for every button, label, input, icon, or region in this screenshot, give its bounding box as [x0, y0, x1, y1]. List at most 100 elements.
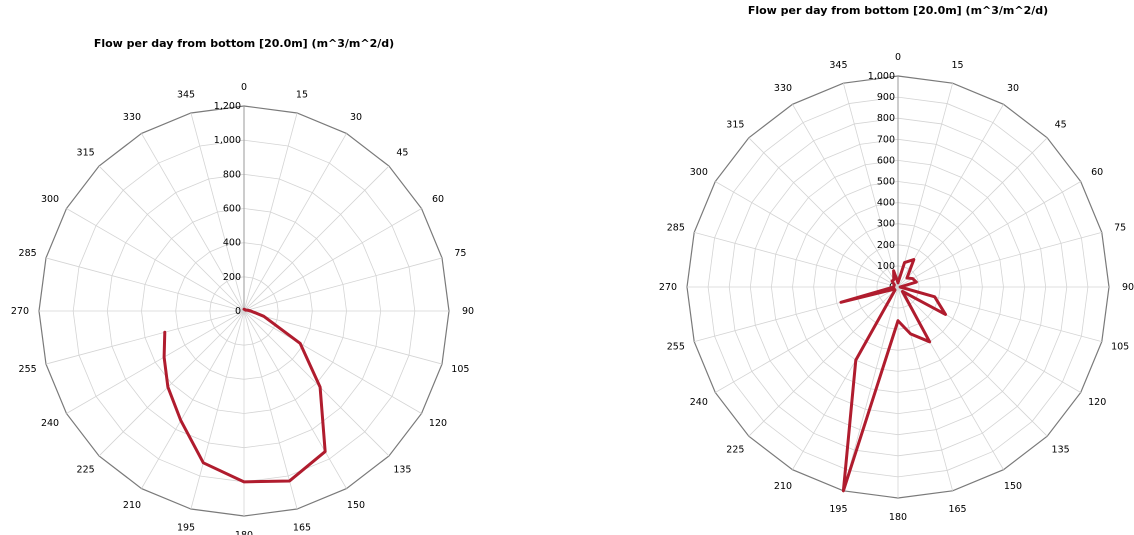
series-line [162, 307, 327, 484]
grid-spoke [897, 286, 1048, 437]
grid-spoke [66, 310, 245, 414]
radial-tick-label: 1,000 [868, 71, 895, 82]
grid-spoke [243, 310, 298, 510]
grid-spoke [141, 310, 245, 489]
grid-spoke [715, 181, 899, 288]
grid-spoke [243, 165, 390, 312]
grid-spoke [45, 310, 245, 365]
grid-spoke [897, 232, 1102, 288]
angle-tick-label: 120 [429, 418, 447, 429]
radial-tick-label: 1,000 [214, 135, 241, 146]
angle-tick-label: 315 [77, 148, 95, 159]
radial-tick-label: 200 [877, 240, 895, 251]
radial-tick-label: 600 [223, 204, 241, 215]
grid-spoke [190, 310, 245, 510]
angle-tick-label: 270 [659, 282, 677, 293]
angle-tick-label: 225 [726, 445, 744, 456]
angle-tick-label: 165 [948, 504, 966, 515]
chart-title: Flow per day from bottom [20.0m] (m^3/m^… [94, 37, 394, 50]
angle-tick-label: 255 [19, 364, 37, 375]
angle-tick-label: 75 [454, 248, 466, 259]
angle-tick-label: 45 [396, 148, 408, 159]
angle-tick-label: 45 [1055, 119, 1067, 130]
radial-tick-label: 600 [877, 155, 895, 166]
angle-tick-label: 135 [1052, 445, 1070, 456]
series-line [839, 258, 948, 493]
angle-tick-label: 300 [690, 167, 708, 178]
angle-tick-label: 240 [41, 418, 59, 429]
angle-tick-label: 195 [177, 522, 195, 533]
radial-tick-label: 1,200 [214, 101, 241, 112]
grid-spoke [843, 286, 899, 491]
grid-spoke [66, 208, 245, 312]
angle-tick-label: 225 [77, 464, 95, 475]
grid-spoke [243, 310, 422, 414]
radial-tick-label: 800 [223, 169, 241, 180]
chart-title: Flow per day from bottom [20.0m] (m^3/m^… [748, 4, 1048, 17]
radial-tick-label: 0 [235, 306, 241, 317]
angle-tick-label: 15 [951, 60, 963, 71]
angle-tick-label: 285 [19, 248, 37, 259]
angle-tick-label: 345 [177, 90, 195, 101]
angle-tick-label: 90 [1122, 282, 1134, 293]
grid-spoke [897, 181, 1081, 288]
grid-spoke [45, 257, 245, 312]
radial-tick-label: 800 [877, 113, 895, 124]
angle-tick-label: 105 [451, 364, 469, 375]
angle-tick-label: 345 [829, 60, 847, 71]
grid-spoke [243, 208, 422, 312]
angle-tick-label: 60 [1091, 167, 1103, 178]
polar-chart-right-svg: Flow per day from bottom [20.0m] (m^3/m^… [659, 4, 1134, 523]
angle-tick-label: 30 [350, 112, 362, 123]
angle-tick-label: 150 [347, 500, 365, 511]
grid-spoke [715, 286, 899, 393]
angle-tick-label: 90 [462, 306, 474, 317]
angle-tick-label: 0 [895, 52, 901, 63]
grid-spoke [243, 133, 347, 312]
grid-spoke [243, 112, 298, 312]
grid-spoke [141, 133, 245, 312]
polar-chart-left: Flow per day from bottom [20.0m] (m^3/m^… [11, 37, 474, 535]
angle-tick-label: 15 [296, 90, 308, 101]
angle-tick-label: 180 [889, 512, 907, 523]
radial-tick-label: 400 [877, 198, 895, 209]
grid-spoke [748, 137, 899, 288]
grid-spoke [694, 232, 899, 288]
grid-spoke [897, 104, 1004, 288]
grid-spoke [98, 310, 245, 457]
radial-tick-label: 100 [877, 261, 895, 272]
radial-tick-label: 400 [223, 238, 241, 249]
polar-chart-right: Flow per day from bottom [20.0m] (m^3/m^… [567, 0, 1134, 535]
polar-grid [686, 75, 1110, 499]
grid-spoke [98, 165, 245, 312]
angle-tick-label: 210 [774, 481, 792, 492]
radial-tick-label: 700 [877, 134, 895, 145]
angle-tick-label: 285 [667, 222, 685, 233]
grid-spoke [897, 83, 953, 288]
angle-tick-label: 300 [41, 194, 59, 205]
grid-spoke [243, 310, 390, 457]
angle-tick-label: 315 [726, 119, 744, 130]
radial-tick-label: 500 [877, 177, 895, 188]
angle-tick-label: 165 [293, 522, 311, 533]
angle-tick-label: 255 [667, 342, 685, 353]
grid-spoke [748, 286, 899, 437]
grid-spoke [792, 104, 899, 288]
angle-tick-label: 150 [1004, 481, 1022, 492]
grid-spoke [843, 83, 899, 288]
angle-tick-label: 330 [123, 112, 141, 123]
grid-spoke [243, 310, 347, 489]
grid-spoke [243, 257, 443, 312]
angle-tick-label: 105 [1111, 342, 1129, 353]
grid-spoke [243, 310, 443, 365]
grid-spoke [897, 137, 1048, 288]
angle-tick-label: 180 [235, 530, 253, 535]
angle-tick-label: 210 [123, 500, 141, 511]
radial-tick-label: 200 [223, 272, 241, 283]
angle-tick-label: 120 [1088, 397, 1106, 408]
angle-tick-label: 0 [241, 82, 247, 93]
polar-chart-left-svg: Flow per day from bottom [20.0m] (m^3/m^… [11, 37, 474, 535]
angle-tick-label: 60 [432, 194, 444, 205]
polar-grid [38, 105, 450, 517]
angle-tick-label: 330 [774, 83, 792, 94]
